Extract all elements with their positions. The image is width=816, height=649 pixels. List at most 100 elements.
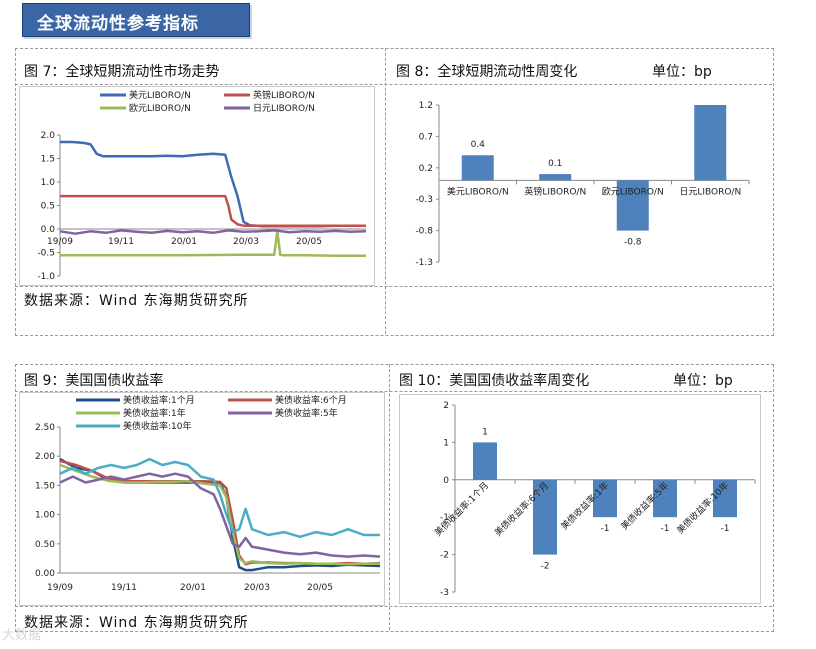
y-tick-label: 1.2 [419,101,433,111]
x-tick-label: 20/05 [307,583,333,593]
fig7-title: 图 7：全球短期流动性市场走势 [24,64,220,80]
fig8-unit: 单位：bp [652,64,712,80]
fig7-chart-box: 美元LIBORO/N 英镑LIBORO/N 欧元LIBORO/N 日元LIBORO/N… [19,86,375,286]
legend-label-1: 美元LIBORO/N [129,89,191,101]
category-label-1: 美元LIBORO/N [447,185,509,197]
bar-4 [694,105,727,181]
series-line-1 [59,458,381,572]
category-label-4: 日元LIBORO/N [679,186,741,197]
source-note-top: 数据来源：Wind 东海期货研究所 [24,293,249,309]
y-tick-label: 2.50 [35,423,55,433]
watermark: 大数据 [2,628,42,643]
category-label-3: 欧元LIBORO/N [602,185,664,197]
bottom-title-divider [15,391,772,392]
legend-label-1: 美债收益率:1个月 [123,394,195,406]
y-tick-label: 0.50 [35,540,55,550]
bar-1 [461,155,494,181]
x-tick-label: 20/01 [171,237,197,247]
y-tick-label: 1.50 [35,481,55,491]
fig8-bar-chart: 1.2 0.7 0.2 -0.3 -0.8 -1.3 0.4 美元LIBORO/N 0.1 英镑L… [415,101,750,268]
top-source-divider [15,286,772,287]
section-title: 全球流动性参考指标 [37,14,199,34]
category-label-1: 美债收益率:1个月 [432,479,491,538]
y-tick-label: -0.8 [415,227,433,237]
fig10-title: 图 10：美国国债收益率周变化 [399,373,590,389]
y-tick-label: 1 [443,438,449,448]
fig8-title-row: 图 8：全球短期流动性周变化 单位：bp [396,61,766,81]
legend-label-3: 美债收益率:1年 [123,407,186,419]
series-line-2 [60,194,366,227]
x-tick-label: 20/03 [233,237,259,247]
y-tick-label: -1.3 [415,258,433,268]
bar-3 [616,180,649,231]
data-label-3: -1 [601,524,610,534]
fig9-title: 图 9：美国国债收益率 [24,373,164,389]
series-line-3 [59,463,380,566]
data-label-3: -0.8 [624,238,642,248]
bar-2 [533,479,557,555]
data-label-5: -1 [721,524,730,534]
data-label-2: -2 [541,562,550,572]
fig8-title: 图 8：全球短期流动性周变化 [396,64,578,80]
fig10-title-row: 图 10：美国国债收益率周变化 单位：bp [399,370,769,390]
bar-1 [473,442,497,480]
y-tick-label: 2.0 [41,131,56,141]
category-label-2: 英镑LIBORO/N [524,185,586,197]
legend-label-2: 美债收益率:6个月 [275,394,347,406]
top-column-divider [385,48,386,334]
data-label-2: 0.1 [548,159,562,169]
y-tick-label: 1.0 [41,178,56,188]
y-tick-label: -1.0 [37,272,55,282]
y-tick-label: -0.3 [415,195,433,205]
fig8-chart-box: 1.2 0.7 0.2 -0.3 -0.8 -1.3 0.4 美元LIBORO/N 0.1 英镑L… [392,87,764,285]
fig9-chart-box: 美债收益率:1个月 美债收益率:6个月美债收益率:1年 美债收益率:5年美债收益率:… [19,392,385,606]
series-line-4 [59,229,367,235]
top-title-divider [15,84,772,85]
y-tick-label: 0.5 [41,202,55,212]
fig10-chart-box: 2 1 0 -1 -2 -3 1 美债收益率:1个月 -2 美债收益率:6个月 -1 美债收益率:1年… [399,394,761,604]
y-tick-label: 2.00 [35,452,55,462]
y-tick-label: -2 [440,551,449,561]
x-tick-label: 19/11 [111,583,137,593]
legend-label-4: 美债收益率:5年 [275,407,338,419]
bar-5 [713,479,737,518]
y-tick-label: -1 [440,513,449,523]
y-tick-label: -3 [440,588,449,598]
legend-label-3: 欧元LIBORO/N [129,102,191,114]
bottom-panel-frame [15,364,774,632]
y-tick-label: 0.2 [419,164,433,174]
fig7-line-chart: 美元LIBORO/N 英镑LIBORO/N 欧元LIBORO/N 日元LIBORO/N… [37,89,367,282]
y-tick-label: 0 [443,476,449,486]
bottom-column-divider [389,364,390,630]
legend-label-4: 日元LIBORO/N [253,103,315,114]
x-tick-label: 20/05 [296,237,322,247]
section-banner: 全球流动性参考指标 [22,3,250,37]
y-tick-label: 0.0 [41,225,56,235]
series-line-1 [60,140,366,228]
x-tick-label: 19/11 [108,237,134,247]
top-panel-frame [15,48,774,336]
series-line-4 [59,472,381,558]
x-tick-label: 20/03 [244,583,270,593]
y-tick-label: 0.00 [35,569,55,579]
x-tick-label: 20/01 [180,583,206,593]
y-tick-label: 1.00 [35,511,55,521]
series-line-3 [60,230,366,258]
y-tick-label: -0.5 [37,249,55,259]
bar-4 [653,479,677,518]
bar-2 [539,174,572,181]
source-note-bottom: 数据来源：Wind 东海期货研究所 [24,615,249,631]
series-line-5 [59,457,380,539]
bar-3 [593,479,617,518]
fig10-unit: 单位：bp [673,373,733,389]
data-label-1: 1 [482,427,488,437]
legend-label-5: 美债收益率:10年 [123,420,192,432]
x-tick-label: 19/09 [47,237,73,247]
y-tick-label: 0.7 [419,132,433,142]
data-label-1: 0.4 [471,140,486,150]
data-label-4: -1 [661,524,670,534]
y-tick-label: 2 [443,401,449,411]
y-tick-label: 1.5 [41,155,55,165]
